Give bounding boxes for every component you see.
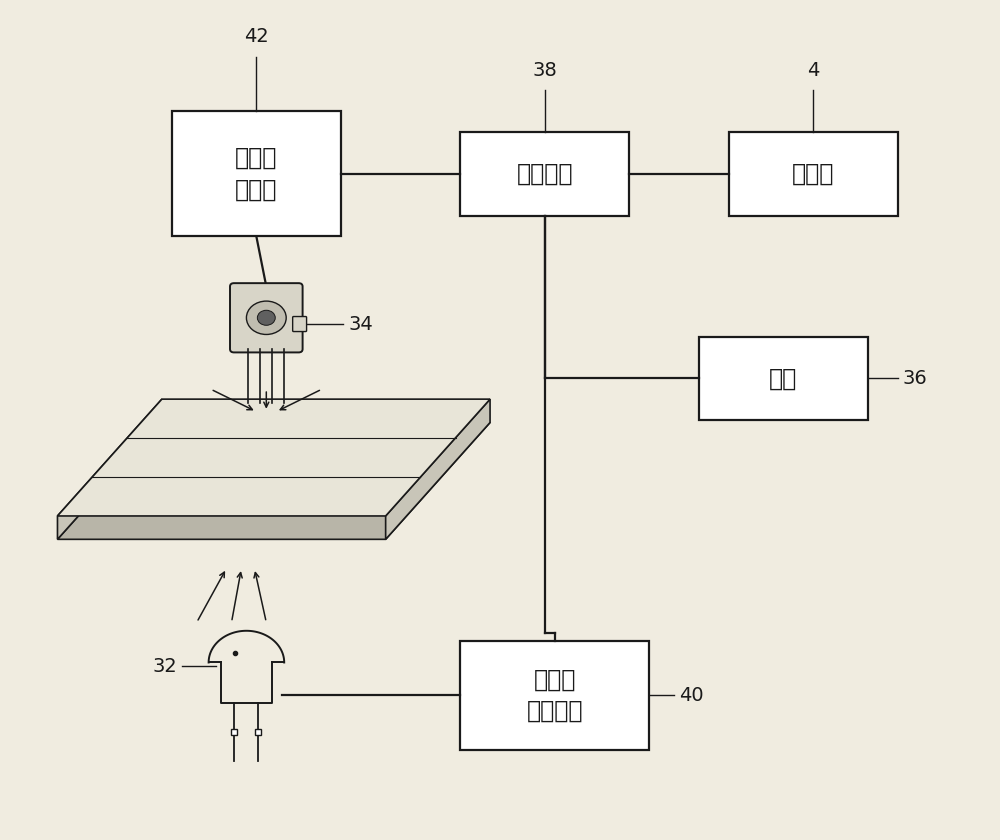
Bar <box>172 111 341 236</box>
Text: 40: 40 <box>679 686 704 705</box>
Text: 信号处理: 信号处理 <box>517 162 573 186</box>
Circle shape <box>246 301 286 334</box>
Text: 34: 34 <box>348 314 373 333</box>
Text: 32: 32 <box>152 657 177 675</box>
Text: 38: 38 <box>532 60 557 80</box>
Text: 显示器: 显示器 <box>792 162 834 186</box>
Bar <box>699 337 868 420</box>
Bar <box>729 132 898 216</box>
Polygon shape <box>57 399 162 539</box>
Polygon shape <box>57 423 490 539</box>
Bar <box>460 641 649 749</box>
Text: 42: 42 <box>244 27 269 46</box>
Polygon shape <box>386 399 490 539</box>
FancyBboxPatch shape <box>293 317 307 332</box>
Circle shape <box>257 310 275 325</box>
FancyBboxPatch shape <box>230 283 303 353</box>
Text: 36: 36 <box>903 369 928 388</box>
Polygon shape <box>57 399 490 516</box>
Text: 4: 4 <box>807 60 819 80</box>
Bar <box>460 132 629 216</box>
Text: 电池: 电池 <box>769 366 798 391</box>
Text: 灯驱动
电子装置: 灯驱动 电子装置 <box>526 668 583 723</box>
Text: 检测器
放大器: 检测器 放大器 <box>235 146 278 202</box>
